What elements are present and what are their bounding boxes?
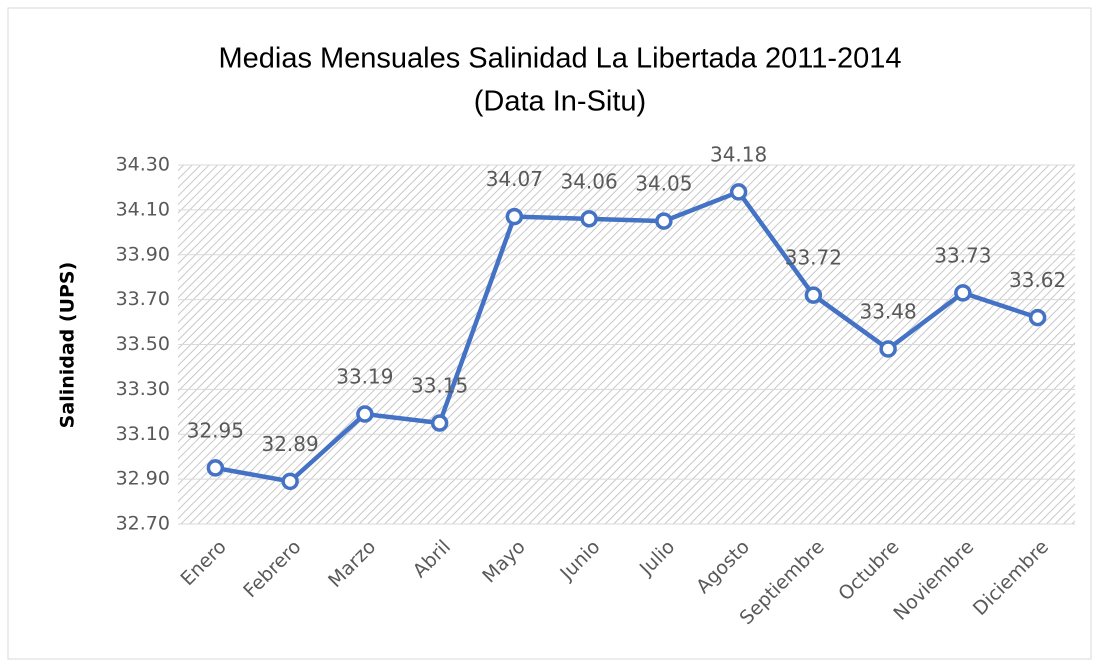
y-tick-label: 34.30 [116, 154, 170, 176]
data-label: 33.19 [336, 365, 393, 389]
chart-title: Medias Mensuales Salinidad La Libertada … [218, 43, 901, 75]
marker [580, 210, 598, 228]
data-label: 34.18 [710, 142, 767, 166]
data-label: 32.89 [261, 432, 318, 456]
y-tick-label: 34.10 [116, 198, 170, 220]
marker [879, 340, 897, 358]
marker [505, 207, 524, 226]
marker [206, 459, 225, 477]
data-label: 33.72 [785, 246, 842, 270]
marker [356, 405, 374, 423]
data-label: 34.07 [486, 167, 543, 191]
data-label: 33.48 [859, 299, 916, 323]
chart-subtitle: (Data In-Situ) [474, 86, 646, 118]
y-tick-label: 33.70 [116, 288, 170, 310]
y-tick-label: 33.90 [116, 243, 170, 265]
line [214, 189, 1039, 484]
y-tick-label: 32.90 [116, 468, 170, 490]
y-axis-label: Salinidad (UPS) [57, 262, 79, 429]
marker [655, 212, 673, 230]
marker [804, 286, 823, 304]
y-tick-label: 33.10 [116, 423, 170, 445]
marker [430, 414, 449, 432]
data-label: 33.73 [934, 243, 991, 267]
y-tick-label: 33.50 [116, 333, 170, 355]
y-tick-label: 32.70 [116, 513, 170, 535]
marker [729, 183, 748, 201]
y-tick-label: 33.30 [116, 378, 170, 400]
marker [281, 472, 299, 491]
marker [954, 284, 972, 302]
data-label: 33.62 [1009, 268, 1066, 292]
data-label: 34.05 [635, 172, 692, 196]
marker [1028, 308, 1047, 327]
data-label: 32.95 [187, 418, 244, 442]
data-label: 33.15 [411, 374, 468, 398]
data-label: 34.06 [560, 169, 617, 193]
